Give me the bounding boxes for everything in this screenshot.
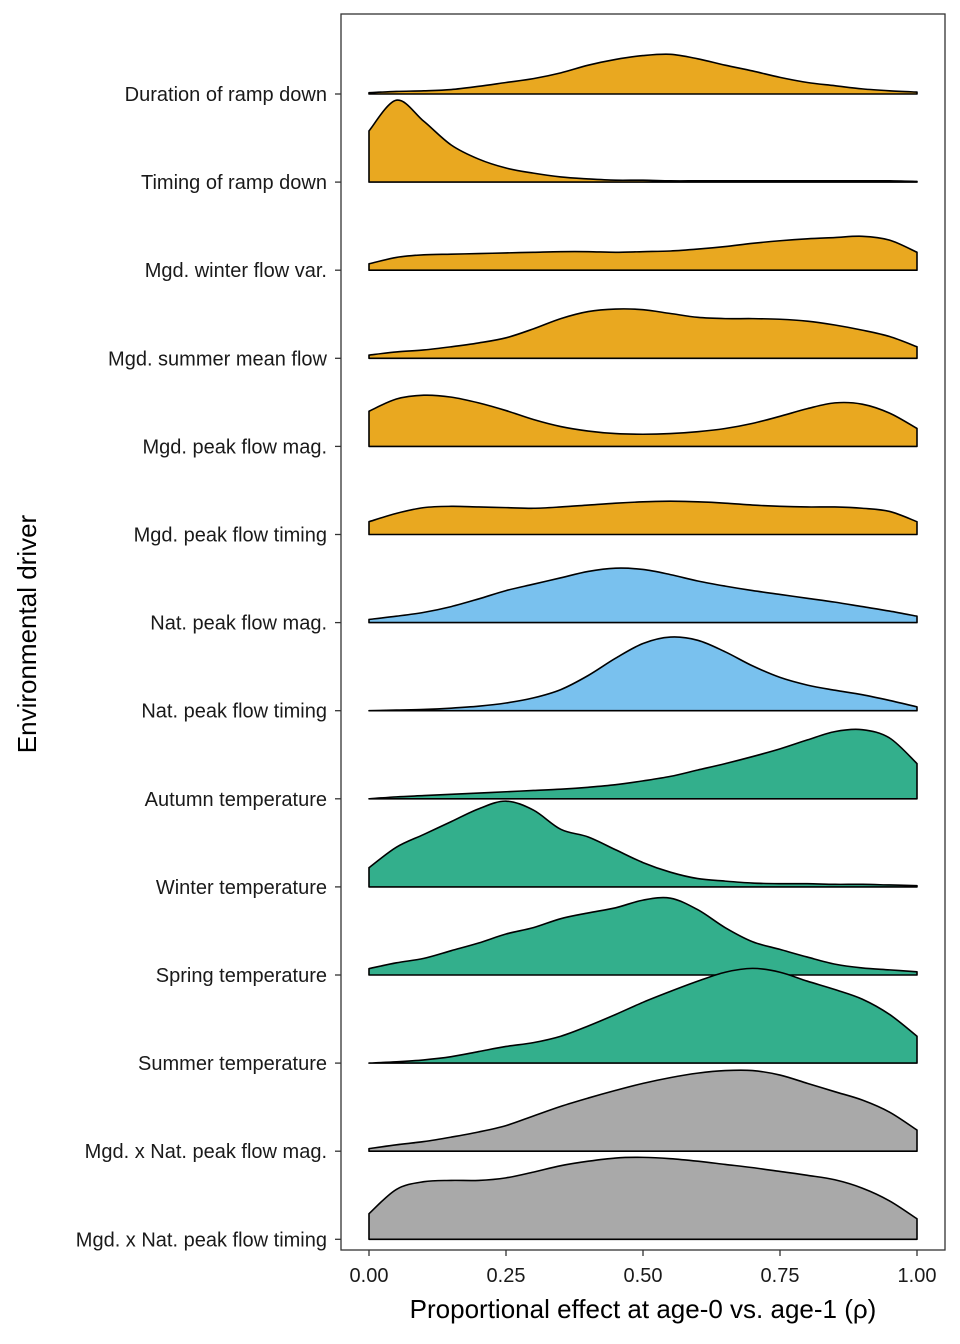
ridge-7: [368, 636, 918, 712]
y-tick-label-13: Mgd. x Nat. peak flow timing: [76, 1229, 327, 1251]
y-tick-label-11: Summer temperature: [138, 1053, 327, 1075]
y-tick-label-1: Timing of ramp down: [141, 172, 327, 194]
y-axis: Duration of ramp down Timing of ramp down…: [76, 84, 341, 1251]
ridge-11: [368, 967, 918, 1064]
y-tick-label-7: Nat. peak flow timing: [141, 701, 327, 723]
ridge-5: [368, 500, 918, 536]
plot-frame: [340, 13, 946, 1251]
y-tick-label-2: Mgd. winter flow var.: [145, 260, 327, 282]
ridge-10: [368, 896, 918, 976]
ridge-4: [368, 394, 918, 448]
y-tick-label-0: Duration of ramp down: [125, 84, 327, 106]
ridges-layer: [368, 53, 918, 1241]
y-tick-label-10: Spring temperature: [156, 965, 327, 987]
y-tick-label-3: Mgd. summer mean flow: [108, 348, 328, 370]
y-axis-title: Environmental driver: [12, 514, 42, 753]
ridge-2: [368, 235, 918, 271]
x-tick-label-0: 0.00: [350, 1265, 389, 1287]
y-tick-label-8: Autumn temperature: [145, 789, 327, 811]
ridge-12: [368, 1069, 918, 1152]
x-axis-title: Proportional effect at age-0 vs. age-1 (…: [410, 1294, 877, 1324]
y-tick-label-6: Nat. peak flow mag.: [150, 613, 327, 635]
ridge-9: [368, 800, 918, 888]
y-tick-label-5: Mgd. peak flow timing: [134, 525, 327, 547]
y-tick-label-4: Mgd. peak flow mag.: [142, 436, 327, 458]
x-axis: 0.00 0.25 0.50 0.75 1.00: [350, 1250, 937, 1287]
ridge-13: [368, 1156, 918, 1241]
x-tick-label-4: 1.00: [898, 1265, 937, 1287]
ridge-8: [368, 728, 918, 800]
ridge-6: [368, 567, 918, 624]
ridge-0: [368, 53, 918, 95]
x-tick-label-1: 0.25: [487, 1265, 526, 1287]
ridge-3: [368, 308, 918, 360]
y-tick-label-12: Mgd. x Nat. peak flow mag.: [85, 1141, 327, 1163]
ridge-1: [368, 99, 918, 183]
x-tick-label-3: 0.75: [761, 1265, 800, 1287]
y-tick-label-9: Winter temperature: [156, 877, 327, 899]
x-tick-label-2: 0.50: [624, 1265, 663, 1287]
